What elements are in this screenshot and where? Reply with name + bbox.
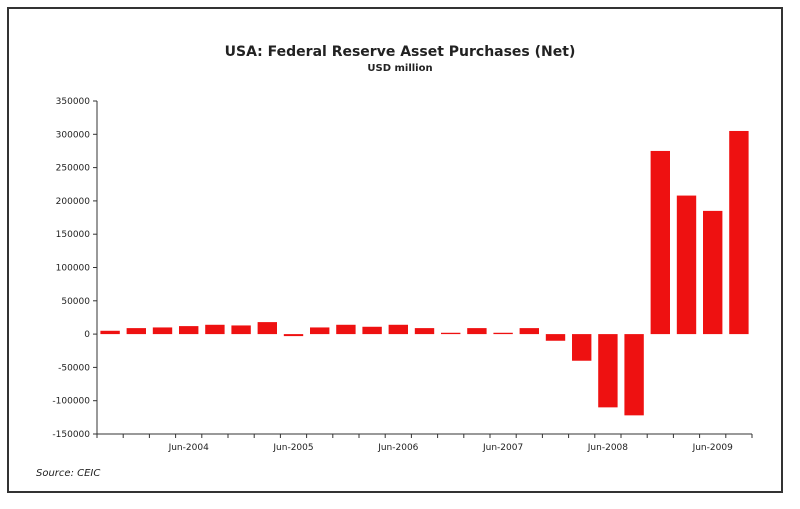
bar (362, 326, 382, 335)
chart-subtitle: USD million (367, 63, 433, 74)
bar (545, 334, 566, 341)
bar (650, 150, 670, 335)
bar (283, 334, 304, 337)
y-tick-label: 250000 (56, 164, 91, 174)
y-tick-label: -100000 (52, 397, 90, 407)
y-tick-label: 100000 (56, 264, 91, 274)
x-tick-label: Jun-2006 (377, 443, 418, 453)
bar (205, 324, 225, 335)
x-tick-label: Jun-2008 (587, 443, 628, 453)
bar (572, 334, 592, 361)
y-axis: 350000 300000 250000 200000 150000 100000 5000… (52, 97, 98, 440)
bar (519, 328, 539, 335)
bar (310, 327, 330, 335)
bar (126, 328, 146, 335)
x-tick-label: Jun-2004 (168, 443, 209, 453)
bar (676, 195, 697, 335)
bar (414, 328, 435, 335)
source-note: Source: CEIC (36, 468, 101, 479)
bar (729, 130, 749, 335)
x-tick-label: Jun-2005 (272, 443, 313, 453)
bar (493, 332, 513, 335)
bar (100, 330, 120, 335)
bar (441, 332, 461, 335)
bar (231, 325, 251, 335)
bar (598, 334, 618, 408)
x-tick-label: Jun-2007 (482, 443, 523, 453)
bar (336, 324, 356, 335)
y-tick-label: 300000 (56, 130, 91, 140)
bar (388, 324, 408, 335)
y-tick-label: 150000 (56, 230, 91, 240)
y-tick-label: 50000 (61, 297, 90, 307)
bar (467, 328, 487, 335)
y-tick-label: 350000 (56, 97, 91, 107)
bar (257, 322, 277, 335)
x-tick-label: Jun-2009 (692, 443, 733, 453)
bars (100, 130, 749, 416)
y-tick-label: 0 (84, 330, 90, 340)
chart-title: USA: Federal Reserve Asset Purchases (Ne… (224, 44, 576, 60)
bar (152, 327, 173, 335)
bar (179, 326, 199, 335)
bar (624, 334, 644, 416)
bar (703, 210, 723, 335)
x-axis: Jun-2004 Jun-2005 Jun-2006 Jun-2007 Jun-2008… (96, 433, 753, 453)
y-tick-label: -50000 (58, 363, 90, 373)
y-tick-label: 200000 (56, 197, 91, 207)
y-tick-label: -150000 (52, 430, 90, 440)
